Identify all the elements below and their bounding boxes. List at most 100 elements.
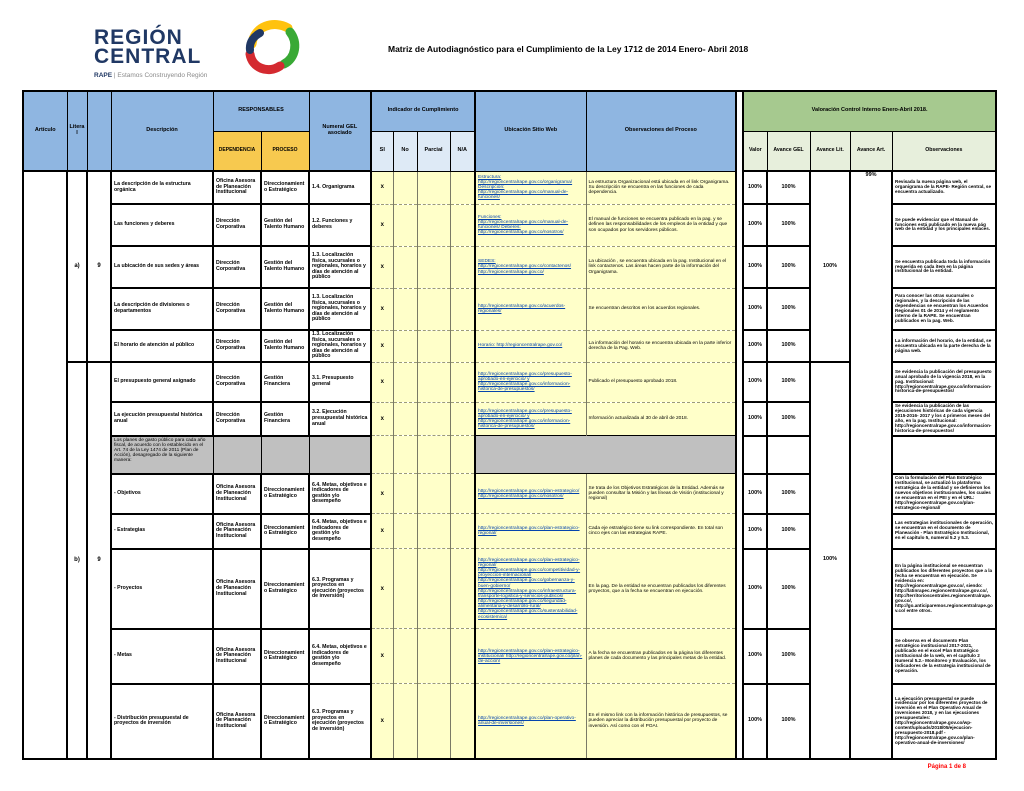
cell-observaciones-proceso: A la fecha se encuentran publicados en l…	[585, 628, 738, 685]
col-header-literal: Literal	[66, 90, 88, 172]
col-header-valoracion: Valoración Control Interno Enero-Abril 2…	[742, 90, 997, 132]
col-header-observaciones-ci: Observaciones	[891, 130, 997, 172]
col-header-avance-art: Avance Art.	[849, 130, 893, 172]
cell-avance-art: 99%	[849, 170, 894, 760]
cell-no	[392, 628, 418, 685]
cell-dependencia: Oficina Asesora de Planeación Institucio…	[212, 627, 262, 685]
cell-si: x	[370, 548, 394, 630]
cell-parcial	[416, 628, 451, 685]
col-header-no: No	[392, 130, 418, 172]
col-header-na: N/A	[449, 130, 477, 172]
cell-avance-gel: 100%	[766, 512, 812, 550]
cell-avance-gel: 100%	[766, 245, 812, 289]
cell-dependencia: Dirección Corporativa	[212, 401, 262, 437]
cell-si: x	[370, 361, 394, 403]
cell-observaciones-proceso: La información del horario se encuentra …	[585, 329, 738, 363]
cell-numeral-gel: 3.1. Presupuesto general	[308, 361, 373, 404]
cell-articulo-num-b: 9	[86, 361, 112, 760]
cell-web-links[interactable]: http://regioncentralrape.gov.co/plan-est…	[474, 513, 587, 550]
cell-na	[449, 628, 477, 685]
cell-articulo-num-a: 9	[86, 169, 112, 364]
cell-web-links[interactable]: http://regioncentralrape.gov.co/presupue…	[474, 401, 587, 437]
cell-literal-b: b)	[66, 361, 88, 760]
cell-web-links[interactable]: http://regioncentralrape.gov.co/plan-ope…	[474, 683, 587, 760]
cell-observaciones-ci: Para conocer las otras sucursales o regi…	[891, 287, 998, 331]
cell-parcial	[416, 245, 451, 289]
cell-valor: 100%	[742, 401, 769, 437]
cell-web-links[interactable]: Estructura: http://regioncentralrape.gov…	[474, 170, 587, 205]
cell-descripcion: El horario de atención al público	[110, 328, 214, 364]
cell-valor: 100%	[742, 472, 769, 515]
logo-tagline-rest: | Estamos Construyendo Región	[113, 72, 208, 79]
cell-proceso: Gestión Financiera	[259, 401, 311, 437]
cell-dependencia: Dirección Corporativa	[212, 203, 262, 247]
cell-no	[392, 435, 418, 475]
cell-web-links[interactable]: SEDES: http://regioncentralrape.gov.co/c…	[474, 245, 587, 289]
cell-avance-lit-a: 100%	[809, 169, 852, 364]
col-header-descripcion: Descripción	[110, 90, 214, 172]
cell-no	[392, 245, 418, 289]
cell-dependencia: Dirección Corporativa	[212, 245, 262, 289]
cell-proceso-empty	[260, 435, 310, 475]
cell-si: x	[370, 401, 394, 437]
cell-web-links[interactable]: http://regioncentralrape.gov.co/plan-est…	[474, 473, 587, 515]
cell-web-links[interactable]: http://regioncentralrape.gov.co/plan-est…	[474, 628, 587, 685]
cell-avance-gel: 100%	[766, 682, 812, 760]
cell-no	[392, 401, 418, 437]
cell-parcial	[416, 287, 451, 331]
cell-observaciones-proceso: Se encuentran descritos en los acuerdos …	[585, 287, 738, 331]
cell-proceso: Direccionamiento Estratégico	[259, 170, 311, 205]
cell-na	[449, 203, 477, 247]
cell-observaciones-proceso: El manual de funciones se encuentra publ…	[585, 203, 738, 247]
cell-dependencia: Dirección Corporativa	[212, 328, 262, 364]
cell-no	[392, 329, 418, 363]
cell-avance-gel: 100%	[766, 203, 812, 247]
cell-parcial	[416, 361, 451, 403]
cell-na	[449, 435, 477, 475]
col-header-parcial: Parcial	[416, 130, 451, 172]
cell-parcial	[416, 329, 451, 363]
cell-web-links[interactable]: Funciones: http://regioncentralrape.gov.…	[474, 203, 587, 247]
cell-web-links[interactable]: Horario: http://regioncentralrape.gov.co…	[474, 329, 587, 363]
col-header-valor: Valor	[742, 130, 768, 172]
cell-avance-gel: 100%	[766, 401, 812, 437]
cell-observaciones-ci: Se evidencia la publicación de las ejecu…	[891, 401, 998, 437]
cell-dependencia: Oficina Asesora de Planeación Institucio…	[212, 170, 262, 205]
logo-word-region: REGIÓN	[94, 26, 183, 49]
cell-si: x	[370, 329, 394, 363]
cell-si: x	[370, 513, 394, 550]
cell-descripcion: La ejecución presupuestal histórica anua…	[110, 401, 214, 437]
cell-observaciones-ci: La información del horario, de la entida…	[891, 328, 998, 364]
cell-na	[449, 548, 477, 630]
cell-no	[392, 683, 418, 760]
cell-no	[392, 361, 418, 403]
logo-tagline-brand: RAPE	[94, 72, 113, 79]
cell-proceso: Direccionamiento Estratégico	[259, 627, 311, 685]
page-number: Página 1 de 8	[927, 764, 966, 770]
cell-observaciones-ci: Se evidencia la publicación del presupue…	[891, 361, 998, 404]
cell-web-links[interactable]: http://regioncentralrape.gov.co/presupue…	[474, 361, 587, 403]
cell-avance-gel: 100%	[766, 361, 812, 404]
cell-na	[449, 473, 477, 515]
cell-valor: 100%	[742, 245, 769, 289]
cell-observaciones-ci: Revisada la nueva página web, el organig…	[891, 170, 998, 205]
cell-parcial	[416, 203, 451, 247]
cell-no	[392, 170, 418, 205]
compliance-matrix-table: Artículo Literal Descripción RESPONSABLE…	[22, 90, 998, 760]
cell-no	[392, 548, 418, 630]
cell-parcial	[416, 683, 451, 760]
cell-observaciones-proceso: La ubicación , se encuentra ubicada en l…	[585, 245, 738, 289]
cell-descripcion: - Proyectos	[110, 547, 214, 630]
cell-observaciones-ci: Las estrategias institucionales de opera…	[891, 512, 998, 550]
cell-avance-gel: 100%	[766, 170, 812, 205]
cell-web-links[interactable]: http://regioncentralrape.gov.co/plan-est…	[474, 548, 587, 630]
cell-web-links[interactable]: http://regioncentralrape.gov.co/acuerdos…	[474, 287, 587, 331]
logo-tagline: RAPE | Estamos Construyendo Región	[94, 72, 207, 79]
cell-dependencia: Dirección Corporativa	[212, 361, 262, 404]
cell-proceso: Gestión del Talento Humano	[259, 287, 311, 331]
cell-descripcion: La descripción de divisiones o departame…	[110, 287, 214, 331]
cell-avance-lit-b: 100%	[809, 361, 852, 760]
cell-observaciones-ci: En la página institucional se encuentran…	[891, 547, 998, 630]
cell-na	[449, 329, 477, 363]
cell-si: x	[370, 287, 394, 331]
